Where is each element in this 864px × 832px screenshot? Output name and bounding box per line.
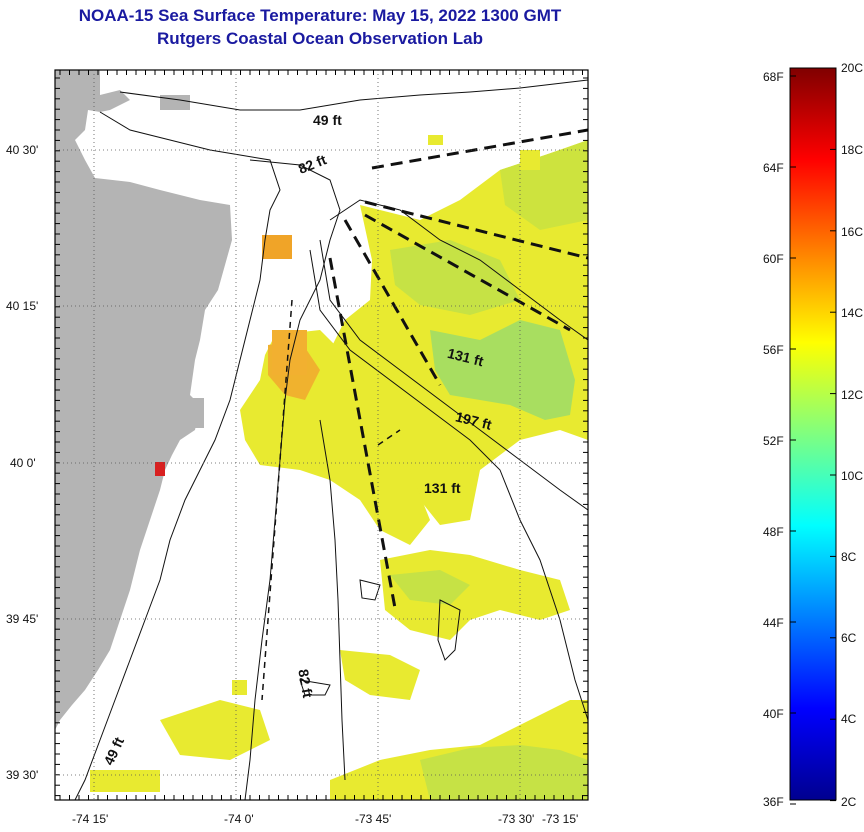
lat-label: 40 30' — [6, 143, 38, 157]
title-line-2: Rutgers Coastal Ocean Observation Lab — [157, 29, 483, 48]
lat-label: 40 15' — [6, 299, 38, 313]
sst-patch-mid-south — [340, 650, 420, 700]
contour-49ft — [119, 79, 588, 111]
sst-patch-small — [232, 680, 247, 695]
colorbar-f-label: 60F — [763, 252, 784, 266]
land-mass — [55, 70, 232, 730]
sst-patch-small — [520, 150, 540, 170]
sst-patch-south-green — [390, 570, 470, 605]
sst-patch-small — [90, 770, 160, 792]
colorbar-f-label: 40F — [763, 707, 784, 721]
title-line-1: NOAA-15 Sea Surface Temperature: May 15,… — [78, 6, 562, 25]
colorbar-f-label: 68F — [763, 70, 784, 84]
contour-82ft-south — [319, 419, 346, 781]
contour-island — [359, 579, 381, 601]
colorbar-c-label: 16C — [841, 225, 863, 239]
land-patch — [182, 398, 204, 428]
sst-patch-bottom-green — [420, 745, 588, 800]
sst-patch-hot — [155, 462, 165, 476]
colorbar — [789, 67, 837, 801]
lon-label: -74 15' — [72, 812, 108, 826]
colorbar-ticks — [790, 67, 836, 805]
lon-label: -73 30' — [498, 812, 534, 826]
colorbar-f-label: 48F — [763, 525, 784, 539]
colorbar-f-label: 44F — [763, 616, 784, 630]
lon-label: -74 0' — [224, 812, 254, 826]
sst-patch-east — [330, 140, 588, 525]
lon-label: -73 15' — [542, 812, 578, 826]
map-area: 49 ft 82 ft 131 ft 197 ft 131 ft 82 ft 4… — [55, 70, 588, 800]
contour-197ft — [319, 239, 588, 511]
contour-island — [437, 599, 461, 661]
grid-lines — [55, 70, 588, 800]
contour-label: 131 ft — [424, 480, 461, 496]
colorbar-f-label: 52F — [763, 434, 784, 448]
contour-label: 49 ft — [313, 112, 342, 128]
colorbar-f-label: 64F — [763, 161, 784, 175]
contour-label: 82 ft — [295, 668, 316, 699]
land-patch — [160, 95, 190, 110]
lat-label: 39 30' — [6, 768, 38, 782]
sst-patch-small — [428, 135, 443, 145]
colorbar-f-label: 36F — [763, 795, 784, 809]
lat-label: 39 45' — [6, 612, 38, 626]
contour-82ft — [244, 159, 341, 800]
sst-patch-green — [430, 320, 575, 420]
contour-island — [299, 679, 331, 696]
lat-label: 40 0' — [10, 456, 36, 470]
transect-lines — [328, 128, 588, 609]
colorbar-c-label: 12C — [841, 388, 863, 402]
sst-patch-mid-south-2 — [160, 700, 270, 760]
colorbar-c-label: 6C — [841, 631, 857, 645]
map-ticks — [55, 70, 588, 800]
colorbar-c-label: 8C — [841, 550, 857, 564]
colorbar-f-label: 56F — [763, 343, 784, 357]
colorbar-c-label: 18C — [841, 143, 863, 157]
colorbar-c-label: 10C — [841, 469, 863, 483]
colorbar-c-label: 4C — [841, 712, 857, 726]
sst-patch-warm — [262, 235, 292, 259]
sst-patch-greenish — [390, 240, 520, 315]
map-frame — [54, 69, 589, 801]
sst-patch-upper-green — [500, 140, 588, 230]
colorbar-c-label: 14C — [841, 306, 863, 320]
coastline — [74, 111, 281, 800]
transect-lines-thin — [261, 299, 401, 701]
lon-label: -73 45' — [355, 812, 391, 826]
colorbar-c-label: 2C — [841, 795, 857, 809]
colorbar-c-label: 20C — [841, 61, 863, 75]
